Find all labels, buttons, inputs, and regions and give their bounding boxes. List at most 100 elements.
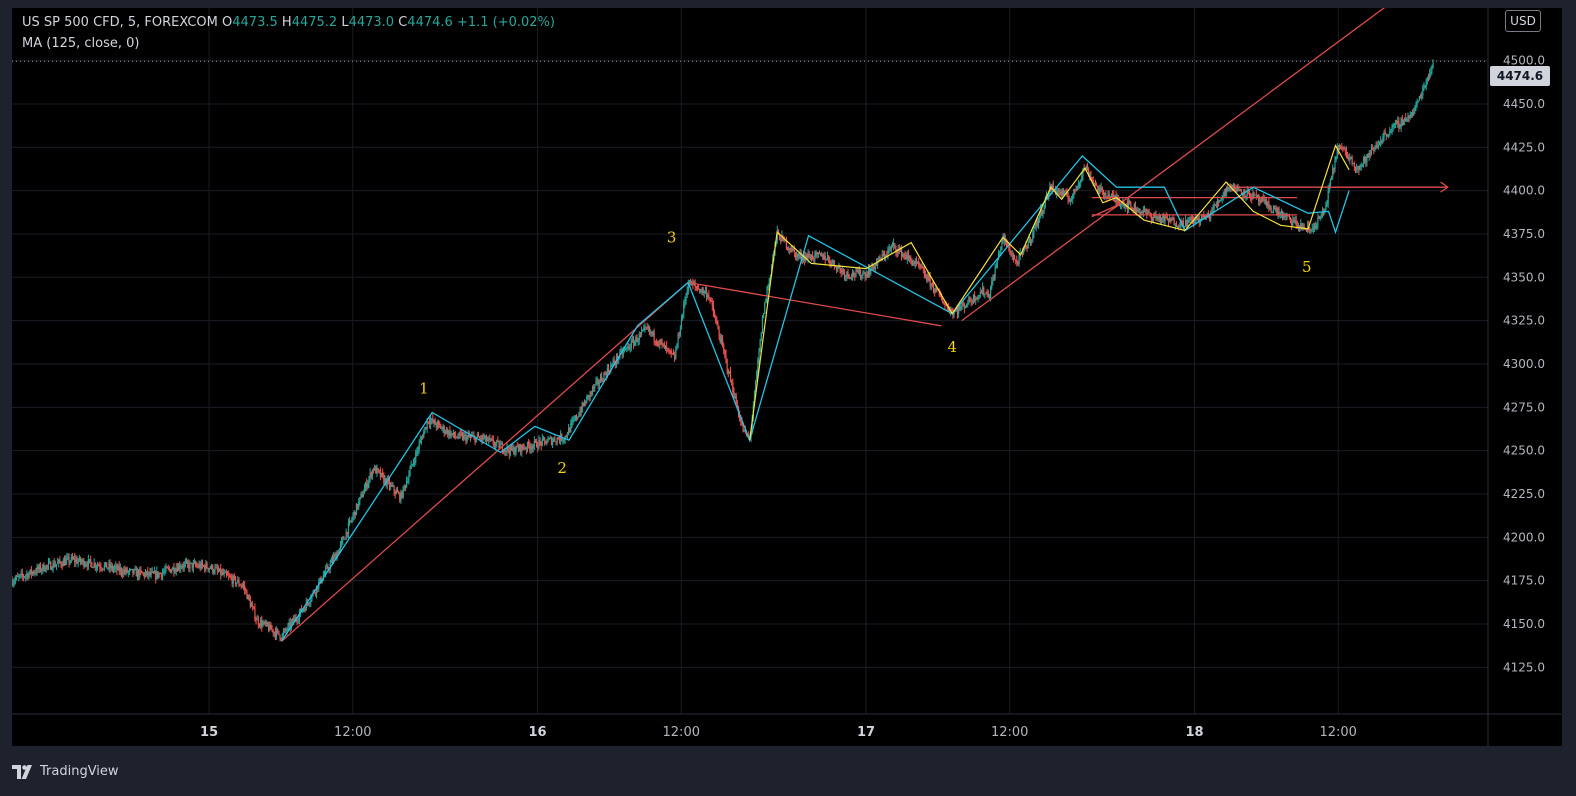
candle-body xyxy=(249,599,251,607)
candle-body xyxy=(792,248,794,250)
candle-body xyxy=(20,573,22,575)
candle-body xyxy=(1429,73,1431,80)
candle-body xyxy=(743,429,745,432)
candle-body xyxy=(191,562,193,569)
candle-body xyxy=(848,274,850,278)
candle-body xyxy=(23,576,26,578)
candle-body xyxy=(996,259,999,266)
candle-body xyxy=(791,248,793,252)
candle-body xyxy=(173,567,175,573)
candle-body xyxy=(1327,190,1329,204)
candle-body xyxy=(602,380,604,382)
candle-body xyxy=(964,305,967,309)
candle-body xyxy=(497,440,499,442)
candle-body xyxy=(1267,201,1269,207)
candle-body xyxy=(756,372,758,382)
candle-body xyxy=(1299,225,1301,228)
price-chart[interactable]: 4125.0 4150.0 4175.0 4200.0 4225.0 4250.0 4275… xyxy=(12,8,1562,746)
candle-body xyxy=(1091,177,1093,181)
candle-body xyxy=(271,629,273,631)
open-label: O xyxy=(222,15,233,30)
candle-body xyxy=(1119,204,1122,206)
candle-body xyxy=(481,435,483,440)
candle-body xyxy=(815,252,817,254)
candle-body xyxy=(549,437,551,439)
candle-body xyxy=(419,439,421,444)
candle-body xyxy=(354,511,356,516)
candle-body xyxy=(961,303,963,307)
candle-body xyxy=(262,623,264,627)
candle-body xyxy=(45,565,47,571)
candle-body xyxy=(1189,217,1191,219)
candle-body xyxy=(393,485,395,492)
candle-body xyxy=(424,427,426,432)
candle-body xyxy=(353,511,355,516)
candle-body xyxy=(1078,182,1081,185)
candle-body xyxy=(396,491,399,493)
candle-body xyxy=(991,281,993,289)
candle-body xyxy=(924,274,927,277)
candle-body xyxy=(110,565,112,569)
candle-body xyxy=(857,270,859,274)
candle-body xyxy=(794,252,797,258)
candle-body xyxy=(445,429,448,433)
candle-body xyxy=(1345,150,1348,158)
candle-body xyxy=(650,331,652,333)
indicator-row[interactable]: MA (125, close, 0) xyxy=(22,36,140,51)
candle-body xyxy=(523,447,525,449)
candle-body xyxy=(1231,187,1233,189)
candle-body xyxy=(1346,157,1349,159)
candle-body xyxy=(572,419,574,422)
candle-body xyxy=(501,443,504,452)
candle-body xyxy=(34,572,36,574)
candle-body xyxy=(781,235,783,242)
candle-body xyxy=(910,256,912,261)
candle-body xyxy=(1356,167,1358,169)
trend-line xyxy=(687,281,942,327)
brand-name[interactable]: TradingView xyxy=(40,764,119,779)
candle-body xyxy=(421,437,424,439)
candle-body xyxy=(1398,120,1400,128)
candle-body xyxy=(1338,146,1341,150)
candle-body xyxy=(638,333,640,341)
candle-body xyxy=(926,276,928,281)
time-tick-label: 16 xyxy=(529,725,547,740)
candle-body xyxy=(575,415,578,419)
candle-body xyxy=(800,253,802,260)
candle-body xyxy=(1332,167,1334,178)
candle-body xyxy=(1416,101,1418,105)
candle-body xyxy=(708,294,710,299)
candle-body xyxy=(582,402,585,406)
candle-body xyxy=(943,303,945,305)
candle-body xyxy=(311,594,313,600)
candle-body xyxy=(1088,169,1090,177)
candle-body xyxy=(1239,190,1241,192)
candle-body xyxy=(376,468,378,474)
candle-body xyxy=(1273,208,1276,210)
candle-body xyxy=(1137,210,1139,212)
candle-body xyxy=(580,411,582,413)
candle-body xyxy=(888,248,890,251)
symbol-title[interactable]: US SP 500 CFD, 5, FOREXCOM xyxy=(22,15,218,30)
currency-badge[interactable]: USD xyxy=(1505,10,1541,32)
candle-body xyxy=(682,314,684,319)
candle-body xyxy=(922,267,924,269)
candle-body xyxy=(270,624,272,630)
chart-area[interactable]: 4125.0 4150.0 4175.0 4200.0 4225.0 4250.0 4275… xyxy=(12,8,1562,746)
candle-body xyxy=(1378,142,1381,145)
candle-body xyxy=(496,440,498,444)
candle-body xyxy=(494,443,497,446)
candle-body xyxy=(364,482,367,489)
candle-body xyxy=(1341,147,1343,149)
candle-body xyxy=(923,268,926,275)
candle-body xyxy=(816,252,818,255)
candle-body xyxy=(623,349,626,351)
candle-body xyxy=(858,269,861,274)
candle-body xyxy=(1027,242,1029,249)
price-tick-label: 4225.0 xyxy=(1503,487,1545,501)
candle-body xyxy=(1017,263,1019,265)
candle-body xyxy=(368,478,370,484)
candle-body xyxy=(255,619,257,621)
candle-body xyxy=(562,439,564,441)
candle-body xyxy=(742,424,744,432)
